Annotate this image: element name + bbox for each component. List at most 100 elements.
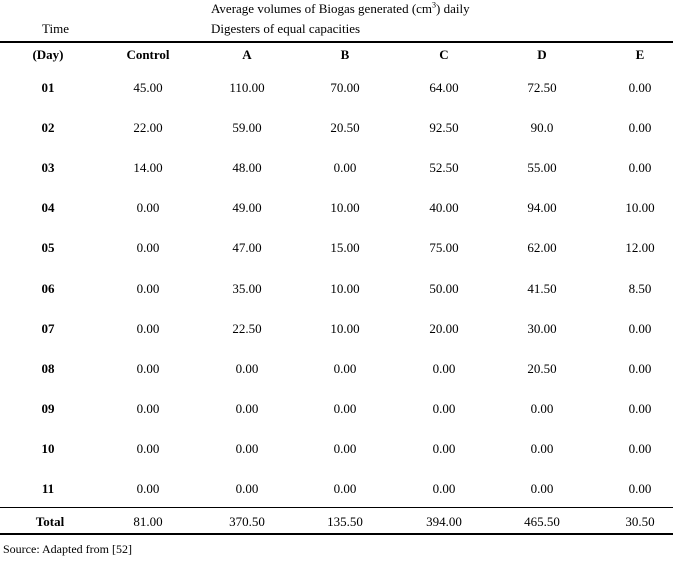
table-cell: 14.00: [133, 160, 163, 175]
table-cell: 50.00: [429, 281, 459, 296]
table-cell: 62.00: [527, 240, 557, 255]
total-top-rule: [0, 507, 673, 508]
table-cell: 40.00: [429, 200, 459, 215]
row-day-label: 06: [41, 281, 55, 296]
table-cell: 0.00: [136, 361, 160, 376]
table-cell: 0.00: [136, 240, 160, 255]
table-cell: 94.00: [527, 200, 557, 215]
table-cell: 0.00: [136, 401, 160, 416]
column-header: (Day): [32, 47, 64, 62]
table-cell: 0.00: [136, 481, 160, 496]
table-cell: 8.50: [628, 281, 652, 296]
row-day-label: 08: [41, 361, 55, 376]
table-cell: 0.00: [333, 361, 357, 376]
total-cell: 465.50: [524, 514, 560, 529]
table-cell: 47.00: [232, 240, 262, 255]
table-cell: 0.00: [432, 481, 456, 496]
table-cell: 20.50: [330, 120, 360, 135]
table-title: Average volumes of Biogas generated (cm3…: [211, 1, 470, 17]
table-cell: 0.00: [432, 401, 456, 416]
table-cell: 0.00: [530, 401, 554, 416]
table-cell: 0.00: [136, 281, 160, 296]
row-day-label: 07: [41, 321, 55, 336]
table-cell: 0.00: [333, 441, 357, 456]
row-day-label: 02: [41, 120, 55, 135]
table-cell: 75.00: [429, 240, 459, 255]
table-cell: 0.00: [530, 481, 554, 496]
table-cell: 0.00: [628, 441, 652, 456]
table-cell: 45.00: [133, 80, 163, 95]
total-cell: 370.50: [229, 514, 265, 529]
table-cell: 22.50: [232, 321, 262, 336]
table-cell: 72.50: [527, 80, 557, 95]
row-day-label: 04: [41, 200, 55, 215]
row-day-label: 11: [41, 481, 55, 496]
table-cell: 90.0: [530, 120, 554, 135]
table-cell: 0.00: [235, 441, 259, 456]
total-cell: 135.50: [327, 514, 363, 529]
table-cell: 0.00: [235, 401, 259, 416]
row-day-label: 01: [41, 80, 55, 95]
table-cell: 22.00: [133, 120, 163, 135]
row-day-label: 03: [41, 160, 55, 175]
table-cell: 41.50: [527, 281, 557, 296]
total-cell: 30.50: [625, 514, 655, 529]
table-cell: 92.50: [429, 120, 459, 135]
table-cell: 0.00: [432, 361, 456, 376]
row-day-label: 09: [41, 401, 55, 416]
table-cell: 0.00: [136, 441, 160, 456]
table-cell: 0.00: [628, 401, 652, 416]
table-cell: 10.00: [330, 281, 360, 296]
column-header: D: [537, 47, 547, 62]
table-cell: 0.00: [628, 160, 652, 175]
table-title-prefix: Average volumes of Biogas generated (cm: [211, 1, 433, 16]
table-cell: 0.00: [235, 481, 259, 496]
table-cell: 0.00: [628, 120, 652, 135]
table-cell: 64.00: [429, 80, 459, 95]
row-day-label: 05: [41, 240, 55, 255]
table-cell: 15.00: [330, 240, 360, 255]
total-label: Total: [35, 514, 65, 529]
total-cell: 394.00: [426, 514, 462, 529]
table-cell: 20.00: [429, 321, 459, 336]
bottom-rule: [0, 533, 673, 535]
table-cell: 10.00: [330, 321, 360, 336]
total-cell: 81.00: [133, 514, 163, 529]
table-cell: 110.00: [229, 80, 265, 95]
column-header: B: [340, 47, 350, 62]
table-cell: 52.50: [429, 160, 459, 175]
table-subtitle: Digesters of equal capacities: [211, 21, 361, 36]
table-cell: 0.00: [432, 441, 456, 456]
table-cell: 20.50: [527, 361, 557, 376]
table-cell: 0.00: [333, 401, 357, 416]
row-day-label: 10: [41, 441, 55, 456]
table-cell: 0.00: [628, 481, 652, 496]
column-header: E: [635, 47, 645, 62]
table-cell: 0.00: [136, 200, 160, 215]
table-title-suffix: ) daily: [436, 1, 470, 16]
table-cell: 10.00: [625, 200, 655, 215]
column-header: Control: [126, 47, 170, 62]
table-cell: 35.00: [232, 281, 262, 296]
column-header: A: [242, 47, 252, 62]
column-header: C: [439, 47, 449, 62]
table-cell: 0.00: [235, 361, 259, 376]
table-cell: 55.00: [527, 160, 557, 175]
table-cell: 0.00: [628, 321, 652, 336]
table-cell: 0.00: [136, 321, 160, 336]
time-label: Time: [42, 21, 69, 36]
table-title-superscript: 3: [432, 0, 437, 10]
table-cell: 0.00: [628, 361, 652, 376]
table-cell: 0.00: [628, 80, 652, 95]
table-cell: 70.00: [330, 80, 360, 95]
table-cell: 0.00: [333, 160, 357, 175]
table-cell: 48.00: [232, 160, 262, 175]
table-cell: 49.00: [232, 200, 262, 215]
table-cell: 59.00: [232, 120, 262, 135]
table-cell: 30.00: [527, 321, 557, 336]
table-cell: 0.00: [530, 441, 554, 456]
table-cell: 0.00: [333, 481, 357, 496]
table-cell: 12.00: [625, 240, 655, 255]
table-cell: 10.00: [330, 200, 360, 215]
top-rule: [0, 41, 673, 43]
